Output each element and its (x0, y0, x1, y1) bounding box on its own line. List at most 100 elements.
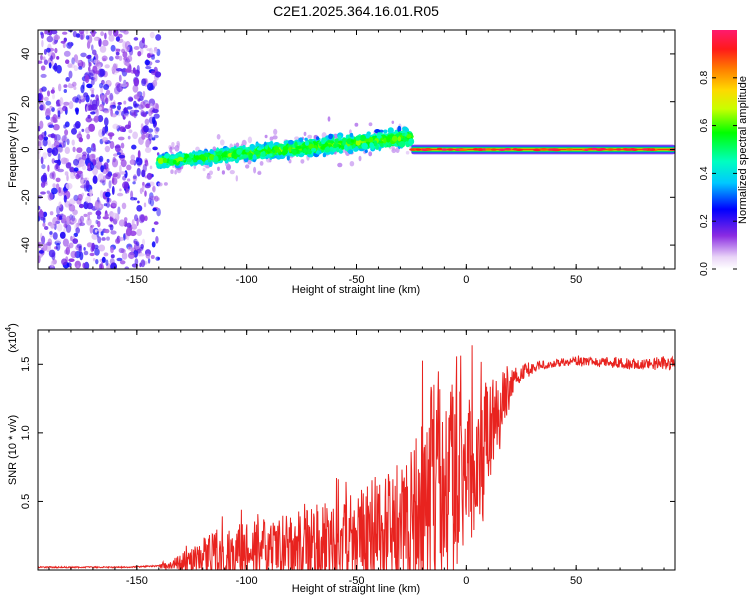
spectrogram-noise-cell (59, 231, 66, 239)
y-tick-label: 20 (20, 96, 32, 108)
spectrogram-signal-cell (194, 155, 200, 160)
spectrogram-noise-cell (102, 175, 107, 184)
spectrogram-signal-cell (253, 150, 260, 156)
spectrogram-noise-cell (63, 84, 68, 88)
spectrogram-noise-cell (101, 137, 109, 143)
spectrogram-noise-cell (116, 172, 121, 179)
spectrogram-noise-cell (73, 65, 79, 72)
spectrogram-noise-cell (119, 126, 126, 132)
spectrogram-noise-cell (71, 217, 77, 224)
spectrogram-noise-cell (92, 159, 96, 166)
spectrogram-noise-cell (123, 30, 129, 35)
spectrogram-noise-cell (63, 50, 71, 57)
spectrogram-haze-cell (294, 136, 300, 141)
spectrogram-signal-cell (170, 155, 176, 160)
x-tick-label: -50 (349, 575, 365, 587)
spectrogram-signal-cell (243, 150, 247, 156)
spectrogram-signal-cell (252, 154, 257, 160)
spectrogram-noise-cell (106, 89, 111, 96)
spectrogram-haze-cell (253, 166, 257, 174)
spectrogram-steady-peak (512, 148, 518, 151)
spectrogram-noise-cell (81, 61, 86, 68)
spectrogram-noise-cell (65, 224, 72, 233)
spectrogram-noise-cell (119, 260, 126, 265)
spectrogram-noise-cell (72, 96, 79, 103)
spectrogram-signal-cell (295, 146, 303, 149)
spectrogram-noise-cell (140, 111, 148, 117)
spectrogram-noise-cell (110, 212, 118, 218)
spectrogram-signal-cell (374, 140, 378, 147)
spectrogram-noise-cell (151, 137, 156, 141)
spectrogram-noise-cell (42, 152, 48, 160)
spectrogram-noise-cell (95, 94, 99, 102)
spectrogram-signal-cell (368, 136, 374, 143)
spectrogram-noise-cell (110, 113, 117, 118)
spectrogram-signal-cell (385, 136, 391, 143)
spectrogram-noise-cell (52, 183, 56, 188)
spectrogram-noise-cell (155, 256, 160, 261)
spectrogram-haze-cell (354, 122, 359, 127)
spectrogram-noise-cell (99, 190, 104, 199)
spectrogram-signal-cell (267, 147, 271, 152)
spectrogram-noise-cell (148, 197, 152, 205)
spectrogram-noise-cell (85, 30, 89, 35)
spectrogram-noise-cell (90, 111, 96, 115)
spectrogram-noise-cell (126, 222, 132, 229)
spectrogram-signal-cell (304, 137, 308, 141)
spectrogram-signal-cell (342, 137, 347, 142)
spectrogram-noise-cell (113, 153, 118, 157)
spectrogram-noise-cell (86, 40, 91, 49)
spectrogram-steady-peak (425, 147, 432, 151)
spectrogram-noise-cell (50, 133, 56, 139)
spectrogram-noise-cell (130, 190, 134, 199)
spectrogram-noise-cell (150, 255, 155, 259)
spectrogram-noise-cell (48, 124, 55, 128)
spectrogram-noise-cell (151, 116, 156, 125)
spectrogram-noise-cell (50, 223, 55, 229)
spectrogram-noise-cell (115, 51, 120, 56)
spectrogram-noise-cell (86, 202, 94, 210)
spectrogram-noise-cell (72, 146, 76, 153)
spectrogram-noise-cell (92, 167, 98, 176)
snr-line (38, 345, 675, 570)
spectrogram-noise-cell (141, 78, 147, 87)
spectrogram-noise-cell (108, 30, 113, 36)
spectrogram-signal-cell (341, 145, 345, 150)
spectrogram-noise-cell (149, 103, 154, 111)
spectrogram-noise-cell (91, 30, 96, 37)
spectrogram-noise-cell (117, 102, 122, 105)
spectrogram-noise-cell (127, 135, 131, 140)
spectrogram-noise-cell (79, 95, 84, 100)
spectrogram-noise-cell (115, 68, 123, 72)
spectrogram-noise-cell (105, 97, 109, 105)
spectrogram-noise-cell (153, 49, 158, 53)
spectrogram-signal-cell (304, 140, 310, 146)
spectrogram-steady-peak (648, 148, 655, 151)
spectrogram-signal-cell (369, 142, 374, 148)
spectrogram-signal-cell (223, 151, 228, 156)
spectrogram-signal-cell (402, 126, 408, 132)
x-tick-label: 50 (570, 274, 582, 286)
colorbar-tick-label: 0.8 (699, 70, 710, 84)
spectrogram-noise-cell (149, 165, 153, 170)
spectrogram-signal-cell (336, 146, 340, 153)
spectrogram-signal-cell (189, 154, 193, 158)
spectrogram-steady-peak (490, 148, 497, 151)
spectrogram-signal-cell (349, 132, 354, 138)
spectrogram-haze-cell (212, 146, 217, 151)
spectrogram-noise-cell (62, 42, 66, 49)
spectrogram-haze-cell (349, 161, 355, 167)
spectrogram-noise-cell (75, 227, 80, 234)
spectrogram-steady-peak (498, 148, 506, 151)
spectrogram-noise-cell (97, 115, 104, 123)
spectrogram-steady-peak (472, 148, 479, 151)
spectrogram-signal-cell (355, 135, 361, 141)
spectrogram-haze-cell (221, 170, 225, 175)
spectrogram-noise-cell (128, 47, 134, 56)
spectrogram-noise-cell (146, 172, 153, 180)
spectrogram-noise-cell (112, 176, 115, 184)
spectrogram-noise-cell (80, 177, 84, 185)
spectrogram-noise-cell (92, 258, 96, 262)
spectrogram-steady-peak (504, 148, 512, 151)
spectrogram-noise-cell (141, 238, 146, 246)
